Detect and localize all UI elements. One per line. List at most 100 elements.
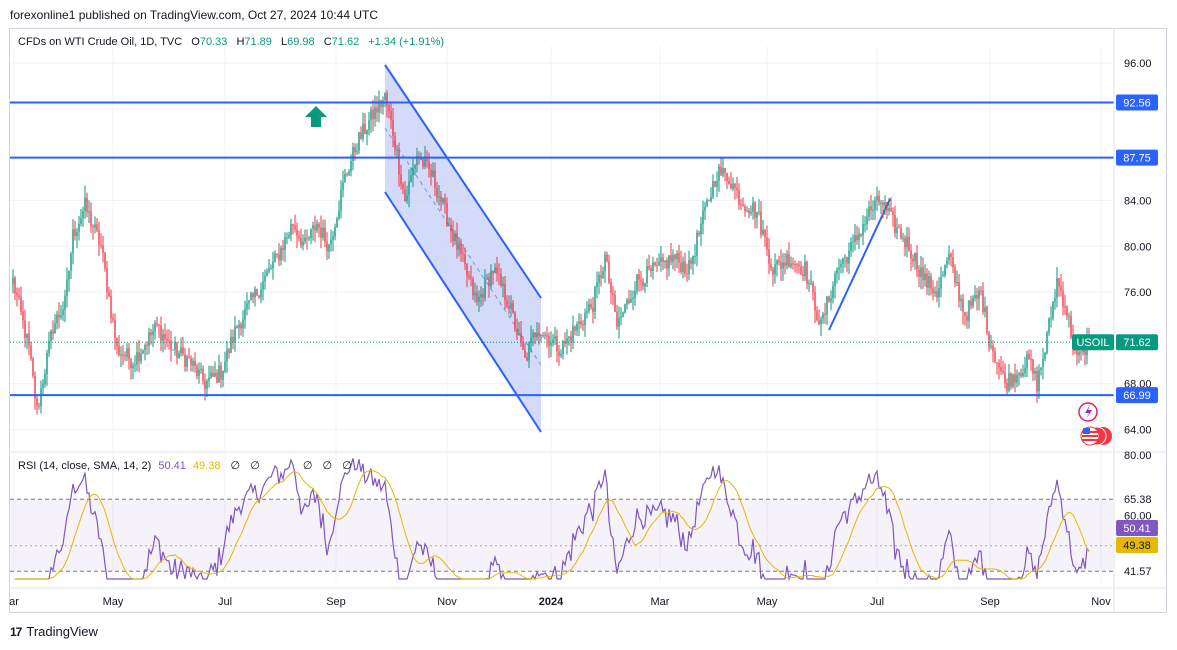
candle-body <box>562 341 564 354</box>
candle-body <box>34 375 36 399</box>
candle-body <box>978 290 980 299</box>
candle-body <box>130 359 132 369</box>
candle-body <box>326 241 328 252</box>
candle-body <box>360 132 362 139</box>
us-flag-icon[interactable] <box>1080 426 1112 446</box>
candle-body <box>870 206 872 211</box>
candle-body <box>448 224 450 227</box>
candle-body <box>288 235 290 238</box>
flash-icon[interactable] <box>1078 402 1098 422</box>
candle-body <box>298 235 300 238</box>
candle-body <box>16 292 18 296</box>
candle-body <box>174 342 176 350</box>
candle-body <box>914 253 916 262</box>
candle-body <box>982 290 984 312</box>
candle-body <box>882 202 884 206</box>
candle-body <box>948 254 950 261</box>
candle-body <box>604 254 606 271</box>
candle-body <box>884 202 886 206</box>
candle-body <box>478 296 480 302</box>
candle-body <box>586 311 588 314</box>
rsi-value-badge-label: 49.38 <box>1123 540 1151 552</box>
candle-body <box>730 183 732 190</box>
candle-body <box>176 342 178 358</box>
candle-body <box>254 288 256 298</box>
rsi-value-badge-label: 50.41 <box>1123 523 1151 535</box>
candle-body <box>200 368 202 370</box>
trend-line[interactable] <box>828 198 891 331</box>
candle-body <box>68 270 70 280</box>
candle-body <box>904 238 906 248</box>
hidden-plot-icon[interactable]: ∅ <box>230 460 241 472</box>
candle-body <box>400 174 402 185</box>
candle-body <box>490 270 492 287</box>
candle-body <box>486 277 488 279</box>
symbol-description[interactable]: CFDs on WTI Crude Oil, 1D, TVC <box>18 36 183 48</box>
candle-body <box>202 368 204 381</box>
channel-upper-line[interactable] <box>384 64 542 299</box>
candle-body <box>350 160 352 172</box>
candle-body <box>214 372 216 377</box>
candle-body <box>190 358 192 366</box>
candle-body <box>36 398 38 406</box>
candle-body <box>688 260 690 275</box>
candle-body <box>962 298 964 313</box>
candle-body <box>414 165 416 169</box>
tradingview-logo-icon: 17 <box>10 624 22 639</box>
time-tick-label: 2024 <box>539 596 564 608</box>
candle-body <box>230 336 232 353</box>
hidden-plot-icon[interactable]: ∅ <box>250 460 260 472</box>
candle-body <box>684 261 686 274</box>
candle-body <box>240 324 242 329</box>
candle-body <box>450 224 452 232</box>
candle-body <box>116 338 118 346</box>
candle-body <box>756 212 758 218</box>
candle-body <box>438 196 440 198</box>
candle-body <box>232 336 234 343</box>
candle-body <box>758 211 760 213</box>
hidden-plot-icon[interactable]: ∅ <box>322 460 333 472</box>
rsi-pane <box>10 458 1113 582</box>
candle-body <box>124 355 126 357</box>
candle-body <box>714 181 716 187</box>
candle-body <box>1068 316 1070 318</box>
candle-body <box>86 197 88 212</box>
candle-body <box>726 172 728 181</box>
rsi-label[interactable]: RSI (14, close, SMA, 14, 2) <box>18 460 152 472</box>
hidden-plot-icon[interactable]: ∅ <box>302 460 313 472</box>
candle-body <box>148 332 150 346</box>
candle-body <box>470 277 472 280</box>
candle-body <box>526 357 528 361</box>
candle-body <box>114 320 116 339</box>
candle-body <box>26 333 28 339</box>
candle-body <box>352 146 354 161</box>
channel-lower-line[interactable] <box>384 191 542 433</box>
brand-name[interactable]: TradingView <box>26 624 98 639</box>
hidden-plot-icon[interactable]: ∅ <box>342 460 352 472</box>
candle-body <box>992 345 994 352</box>
candle-body <box>208 377 210 381</box>
candle-body <box>310 228 312 239</box>
candle-body <box>1016 374 1018 383</box>
candle-body <box>498 273 500 275</box>
candle-body <box>748 210 750 214</box>
candle-body <box>126 348 128 357</box>
candle-body <box>976 294 978 299</box>
candle-body <box>154 322 156 332</box>
rsi-band-fill <box>10 499 1113 572</box>
candle-body <box>198 369 200 377</box>
candle-body <box>112 318 114 321</box>
candle-body <box>422 158 424 167</box>
candle-body <box>334 227 336 237</box>
candle-body <box>270 268 272 270</box>
candle-body <box>1034 370 1036 374</box>
candle-body <box>194 360 196 366</box>
candle-body <box>578 321 580 324</box>
candle-body <box>932 288 934 294</box>
rsi-tick-label: 80.00 <box>1124 450 1152 462</box>
candle-body <box>878 195 880 203</box>
candle-body <box>152 331 154 336</box>
candle-body <box>454 233 456 241</box>
change-value: +1.34 (+1.91%) <box>368 36 445 48</box>
